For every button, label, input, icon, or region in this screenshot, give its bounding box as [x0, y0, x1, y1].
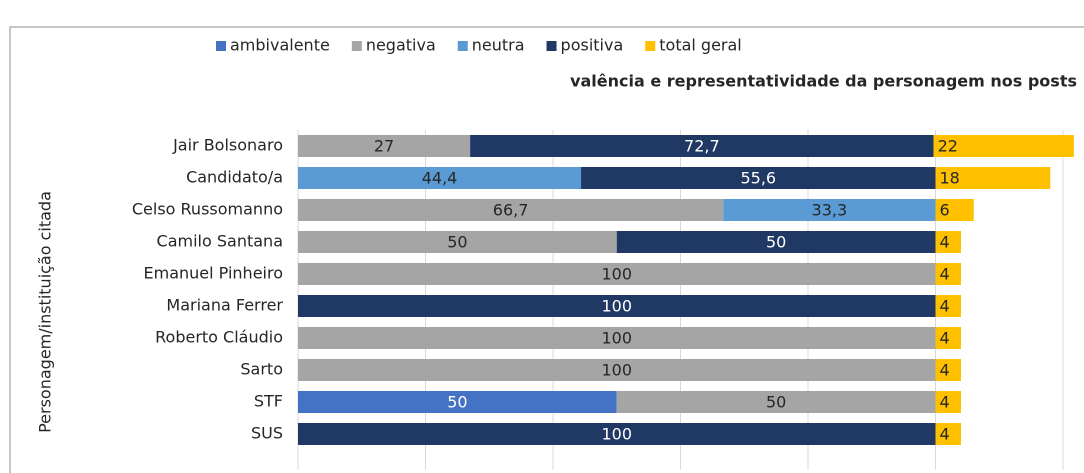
data-label: 50	[766, 393, 786, 412]
legend-label: neutra	[472, 36, 525, 55]
legend-swatch	[457, 41, 468, 51]
bar-segment	[935, 295, 961, 317]
data-label: 22	[938, 137, 958, 156]
y-tick-label: Camilo Santana	[157, 232, 283, 251]
data-label: 100	[601, 361, 632, 380]
y-tick-label: Candidato/a	[186, 168, 283, 187]
data-label: 33,3	[812, 201, 848, 220]
data-label: 55,6	[740, 169, 776, 188]
legend-swatch	[645, 41, 656, 51]
bar-segment	[935, 167, 1051, 189]
bar-segment	[616, 391, 936, 413]
data-label: 50	[766, 233, 786, 252]
bar-segment	[935, 231, 961, 253]
bar-segment	[298, 295, 936, 317]
chart-subtitle: valência e representatividade da persona…	[570, 72, 1077, 91]
data-label: 6	[940, 201, 950, 220]
y-tick-label: Celso Russomanno	[132, 200, 283, 219]
data-label: 4	[940, 297, 950, 316]
legend-swatch	[546, 41, 557, 51]
data-label: 4	[940, 361, 950, 380]
data-label: 100	[601, 265, 632, 284]
y-tick-label: Sarto	[240, 360, 283, 379]
legend-swatch	[351, 41, 362, 51]
y-axis-label: Personagem/instituição citada	[36, 191, 55, 433]
chart-frame	[9, 26, 1084, 473]
legend-label: negativa	[366, 36, 436, 55]
data-label: 44,4	[422, 169, 458, 188]
bar-segment	[616, 231, 936, 253]
bar-segment	[298, 391, 617, 413]
y-tick-label: Roberto Cláudio	[155, 328, 283, 347]
legend-label: ambivalente	[230, 36, 330, 55]
data-label: 4	[940, 233, 950, 252]
bar-segment	[935, 423, 961, 445]
data-label: 100	[601, 329, 632, 348]
data-label: 4	[940, 425, 950, 444]
bar-segment	[298, 423, 936, 445]
bar-segment	[470, 135, 934, 157]
data-label: 27	[374, 137, 394, 156]
bar-segment	[581, 167, 936, 189]
data-label: 66,7	[493, 201, 529, 220]
data-label: 72,7	[684, 137, 720, 156]
bar-segment	[298, 199, 724, 221]
data-label: 4	[940, 329, 950, 348]
bar-segment	[298, 135, 471, 157]
bar-segment	[298, 327, 936, 349]
bar-segment	[298, 263, 936, 285]
data-label: 50	[447, 393, 467, 412]
bar-segment	[933, 135, 1074, 157]
y-tick-label: SUS	[251, 424, 283, 443]
data-label: 4	[940, 393, 950, 412]
bar-segment	[935, 391, 961, 413]
bar-segment	[935, 199, 974, 221]
bar-segment	[935, 263, 961, 285]
legend-label: total geral	[659, 36, 742, 55]
data-label: 18	[940, 169, 960, 188]
bar-segment	[298, 231, 617, 253]
bar-segment	[298, 359, 936, 381]
y-tick-label: Jair Bolsonaro	[172, 136, 283, 155]
legend-label: positiva	[561, 36, 624, 55]
bar-segment	[935, 359, 961, 381]
y-tick-label: Mariana Ferrer	[166, 296, 283, 315]
bar-segment	[298, 167, 582, 189]
bar-segment	[723, 199, 936, 221]
legend-swatch	[216, 41, 226, 51]
y-tick-label: STF	[254, 392, 283, 411]
bar-segment	[935, 327, 961, 349]
data-label: 100	[601, 297, 632, 316]
y-tick-label: Emanuel Pinheiro	[144, 264, 283, 283]
data-label: 4	[940, 265, 950, 284]
data-label: 50	[447, 233, 467, 252]
data-label: 100	[601, 425, 632, 444]
